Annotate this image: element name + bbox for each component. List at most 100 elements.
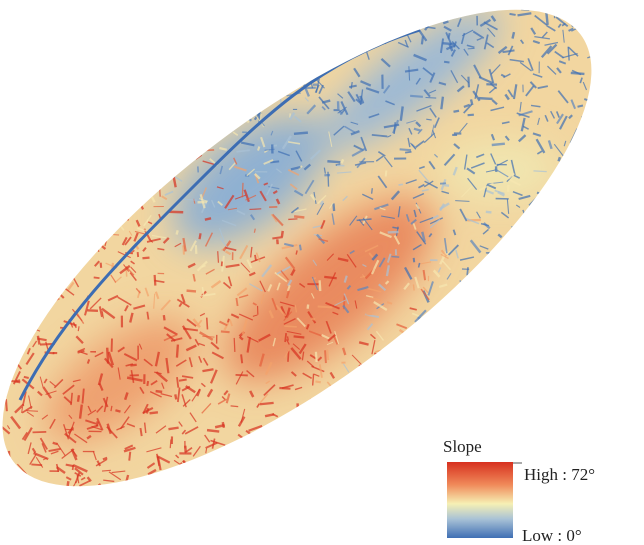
texture-stroke — [473, 425, 474, 436]
texture-stroke — [136, 126, 145, 139]
texture-stroke — [297, 65, 303, 76]
texture-stroke — [546, 12, 547, 25]
texture-stroke — [527, 339, 528, 349]
texture-stroke — [343, 28, 347, 34]
texture-stroke — [59, 136, 60, 140]
texture-stroke — [21, 2, 22, 7]
texture-stroke — [55, 112, 62, 124]
texture-stroke — [426, 9, 434, 20]
texture-stroke — [496, 445, 500, 454]
texture-stroke — [420, 342, 424, 346]
texture-stroke — [3, 506, 4, 512]
texture-stroke — [387, 490, 398, 494]
texture-stroke — [4, 312, 11, 317]
texture-stroke — [595, 414, 606, 415]
texture-stroke — [200, 233, 201, 239]
texture-stroke — [19, 310, 32, 311]
texture-stroke — [396, 484, 402, 495]
texture-stroke — [6, 35, 14, 39]
texture-stroke — [23, 50, 26, 52]
texture-stroke — [182, 48, 186, 57]
texture-stroke — [359, 397, 361, 411]
texture-stroke — [241, 354, 242, 363]
texture-stroke — [541, 220, 545, 223]
texture-stroke — [552, 220, 563, 227]
texture-stroke — [238, 38, 246, 41]
texture-stroke — [32, 107, 47, 109]
texture-stroke — [411, 436, 416, 446]
texture-stroke — [597, 417, 599, 422]
texture-stroke — [78, 326, 79, 331]
texture-stroke — [39, 150, 43, 151]
texture-stroke — [153, 496, 165, 506]
texture-stroke — [267, 435, 275, 437]
texture-stroke — [521, 307, 522, 314]
texture-stroke — [231, 518, 238, 522]
texture-stroke — [596, 313, 601, 315]
texture-stroke — [607, 205, 622, 207]
texture-stroke — [559, 504, 567, 512]
texture-stroke — [603, 50, 613, 58]
texture-stroke — [551, 356, 560, 369]
texture-stroke — [221, 511, 229, 519]
texture-stroke — [566, 418, 578, 424]
texture-stroke — [546, 268, 550, 270]
texture-stroke — [76, 150, 90, 152]
texture-stroke — [360, 448, 363, 453]
texture-stroke — [388, 471, 395, 472]
texture-stroke — [74, 173, 86, 179]
texture-stroke — [318, 462, 329, 464]
texture-stroke — [90, 226, 102, 228]
texture-stroke — [236, 49, 241, 52]
texture-stroke — [242, 183, 243, 197]
texture-stroke — [282, 432, 283, 444]
texture-stroke — [74, 67, 83, 68]
texture-stroke — [283, 508, 288, 514]
texture-stroke — [201, 40, 209, 47]
texture-stroke — [546, 305, 551, 309]
texture-stroke — [304, 496, 312, 507]
texture-stroke — [367, 450, 368, 458]
texture-stroke — [490, 434, 495, 435]
texture-stroke — [541, 448, 544, 459]
texture-stroke — [105, 196, 115, 205]
texture-stroke — [528, 488, 536, 491]
texture-stroke — [58, 250, 62, 260]
texture-stroke — [150, 412, 158, 413]
texture-stroke — [183, 11, 190, 15]
texture-stroke — [141, 64, 152, 65]
texture-stroke — [29, 186, 35, 190]
texture-stroke — [433, 482, 440, 493]
texture-stroke — [368, 467, 374, 471]
texture-stroke — [499, 371, 508, 376]
texture-stroke — [6, 262, 11, 264]
texture-stroke — [479, 98, 493, 99]
texture-stroke — [564, 488, 568, 489]
texture-stroke — [599, 481, 608, 485]
texture-stroke — [479, 311, 481, 318]
texture-stroke — [31, 216, 32, 220]
texture-stroke — [36, 39, 43, 48]
texture-stroke — [250, 454, 255, 456]
texture-stroke — [351, 6, 365, 12]
texture-stroke — [236, 298, 237, 306]
texture-stroke — [593, 272, 608, 277]
texture-stroke — [441, 97, 443, 110]
texture-stroke — [153, 36, 163, 44]
texture-stroke — [600, 313, 602, 322]
texture-stroke — [549, 371, 558, 382]
texture-stroke — [50, 271, 63, 275]
texture-stroke — [496, 281, 497, 287]
texture-stroke — [123, 22, 130, 32]
texture-stroke — [98, 87, 107, 88]
texture-stroke — [573, 6, 584, 11]
texture-stroke — [6, 96, 14, 101]
texture-stroke — [539, 378, 552, 384]
texture-stroke — [187, 106, 198, 109]
texture-stroke — [500, 305, 502, 320]
texture-stroke — [572, 293, 575, 303]
texture-stroke — [346, 489, 351, 492]
texture-stroke — [383, 380, 388, 388]
texture-stroke — [358, 487, 361, 492]
texture-stroke — [15, 187, 20, 194]
